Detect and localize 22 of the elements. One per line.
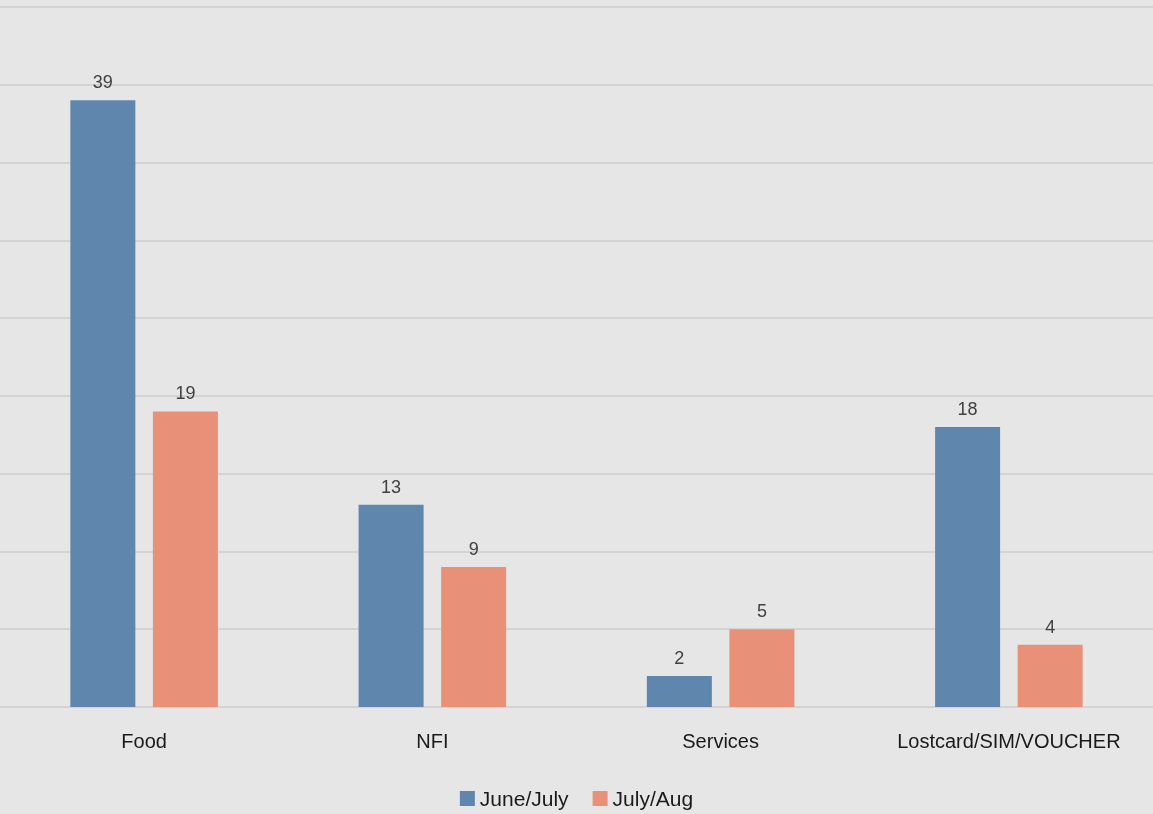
bar [729, 629, 795, 707]
bar [152, 411, 218, 707]
data-label: 13 [381, 476, 402, 497]
data-label: 18 [957, 399, 978, 419]
legend-label: June/July [479, 787, 570, 810]
legend-label: July/Aug [612, 787, 694, 810]
data-label: 2 [674, 647, 685, 668]
bar [441, 567, 507, 707]
data-label: 5 [756, 601, 767, 622]
bar [1017, 644, 1083, 707]
data-label: 19 [175, 383, 196, 404]
bar [358, 504, 424, 707]
bar [935, 427, 1001, 707]
data-label: 39 [92, 72, 113, 93]
x-tick-label: NFI [416, 730, 449, 752]
x-tick-label: Lostcard/SIM/VOUCHER [897, 730, 1121, 752]
x-tick-label: Food [121, 730, 167, 752]
bar [70, 100, 136, 707]
x-tick-label: Services [682, 730, 759, 752]
bar [646, 675, 712, 707]
data-label: 9 [468, 539, 479, 559]
data-label: 4 [1045, 616, 1056, 637]
